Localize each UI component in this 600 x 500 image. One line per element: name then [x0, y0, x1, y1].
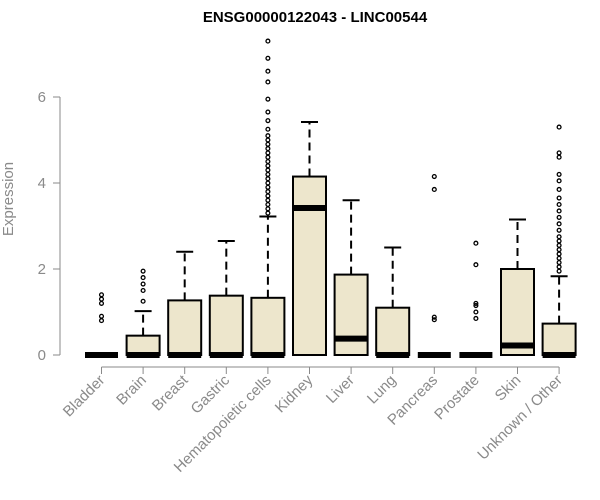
box: [167, 299, 203, 357]
outlier-point: [556, 154, 562, 160]
outlier-point: [140, 287, 146, 294]
box: [333, 273, 369, 356]
outlier-point: [556, 251, 562, 257]
box: [375, 306, 411, 357]
outlier-point: [556, 264, 562, 270]
outlier-point: [265, 206, 271, 212]
outlier-point: [556, 178, 562, 184]
outlier-point: [265, 137, 271, 143]
outlier-point: [473, 302, 479, 309]
outlier-point: [556, 195, 562, 201]
y-axis-label: Expression: [0, 162, 17, 236]
outlier-point: [265, 118, 271, 124]
outlier-point: [556, 234, 562, 240]
outlier-point: [556, 259, 562, 266]
y-tick-label: 6: [38, 89, 46, 106]
outlier-point: [265, 171, 271, 177]
outlier-point: [265, 163, 271, 169]
outlier-point: [556, 171, 562, 177]
x-tick-label: Kidney: [272, 371, 317, 416]
outlier-point: [98, 292, 105, 298]
outlier-point: [556, 268, 562, 274]
outlier-point: [473, 309, 479, 315]
y-tick-label: 2: [38, 261, 46, 278]
outlier-point: [556, 150, 562, 156]
box: [292, 175, 327, 356]
outlier-point: [98, 318, 105, 324]
x-tick-label: Prostate: [431, 372, 483, 424]
outlier-point: [556, 186, 562, 193]
outlier-point: [473, 300, 479, 306]
outlier-point: [265, 193, 271, 199]
outlier-point: [265, 146, 271, 152]
chart-title: ENSG00000122043 - LINC00544: [203, 9, 428, 26]
outlier-point: [556, 255, 562, 261]
outlier-point: [556, 247, 562, 253]
outlier-point: [556, 214, 562, 220]
outlier-point: [265, 141, 271, 147]
box: [541, 322, 577, 356]
y-tick-label: 0: [38, 347, 46, 364]
y-tick-label: 4: [38, 175, 46, 192]
outlier-point: [265, 184, 271, 190]
outlier-point: [265, 154, 271, 160]
outlier-point: [140, 275, 146, 281]
outlier-point: [265, 133, 271, 139]
outlier-point: [265, 197, 271, 203]
outlier-point: [556, 208, 562, 214]
outlier-point: [473, 262, 479, 268]
outlier-point: [265, 38, 271, 44]
outlier-point: [98, 296, 105, 302]
x-tick-label: Bladder: [60, 372, 109, 421]
box: [208, 294, 244, 357]
outlier-point: [556, 238, 562, 244]
box: [250, 296, 286, 356]
x-tick-label: Liver: [323, 372, 358, 407]
outlier-point: [265, 180, 271, 186]
outlier-point: [431, 317, 437, 323]
outlier-point: [473, 315, 479, 322]
outlier-point: [98, 300, 105, 306]
outlier-point: [431, 174, 437, 180]
outlier-point: [265, 176, 271, 182]
outlier-point: [98, 313, 105, 319]
box: [500, 268, 535, 356]
x-tick-label: Lung: [364, 372, 400, 408]
outlier-point: [431, 186, 437, 193]
outlier-point: [265, 55, 271, 61]
outlier-point: [140, 298, 146, 304]
x-tick-label: Brain: [113, 372, 150, 409]
outlier-point: [265, 96, 271, 102]
x-tick-label: Skin: [492, 372, 525, 405]
outlier-point: [265, 109, 271, 115]
outlier-point: [556, 201, 562, 208]
outlier-point: [556, 242, 562, 248]
outlier-point: [265, 126, 271, 132]
outlier-point: [265, 189, 271, 195]
outlier-point: [265, 79, 271, 85]
outlier-point: [265, 68, 271, 74]
outlier-point: [140, 268, 146, 274]
outlier-point: [556, 221, 562, 227]
outlier-point: [265, 158, 271, 165]
outlier-point: [140, 281, 146, 287]
outlier-point: [556, 124, 562, 130]
outlier-point: [265, 150, 271, 156]
outlier-point: [265, 167, 271, 173]
outlier-point: [265, 210, 271, 216]
outlier-point: [556, 227, 562, 233]
outlier-point: [431, 314, 437, 320]
x-tick-label: Breast: [149, 371, 192, 414]
outlier-point: [265, 201, 271, 208]
outlier-point: [473, 240, 479, 246]
